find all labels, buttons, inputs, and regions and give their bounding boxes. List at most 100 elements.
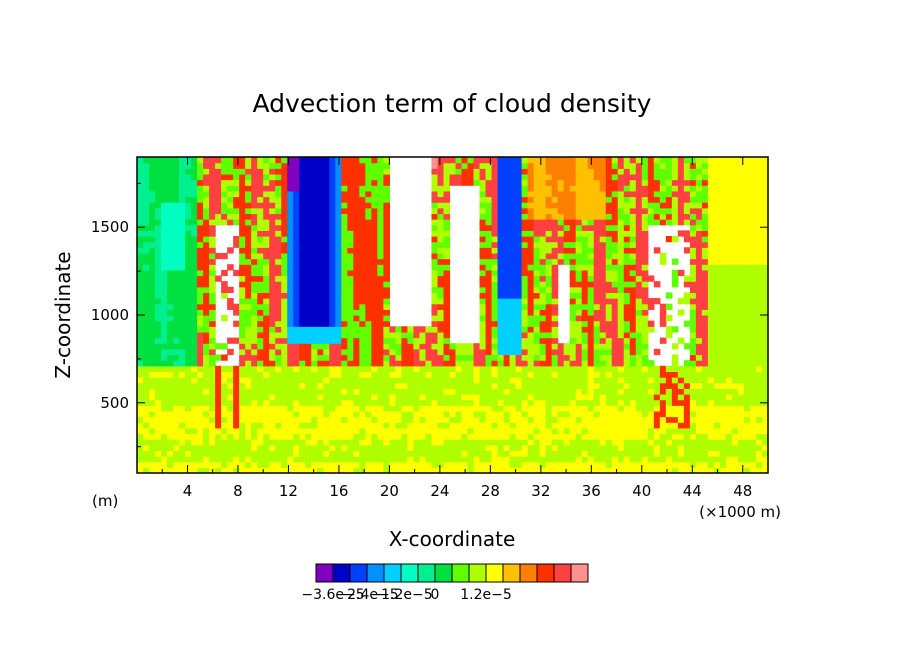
heatmap-cell xyxy=(221,433,228,440)
heatmap-cell xyxy=(419,354,427,361)
heatmap-cell xyxy=(323,207,330,215)
heatmap-cell xyxy=(377,185,384,192)
heatmap-cell xyxy=(443,360,451,367)
heatmap-cell xyxy=(491,326,499,333)
heatmap-cell xyxy=(227,337,234,344)
heatmap-cell xyxy=(371,456,378,463)
heatmap-cell xyxy=(209,168,216,175)
heatmap-cell xyxy=(395,365,403,373)
heatmap-cell xyxy=(701,298,709,305)
heatmap-cell xyxy=(527,422,535,429)
heatmap-cell xyxy=(473,348,481,356)
heatmap-cell xyxy=(209,185,216,192)
heatmap-cell xyxy=(317,360,324,367)
heatmap-cell xyxy=(263,219,270,226)
heatmap-cell xyxy=(293,388,300,395)
heatmap-cell xyxy=(479,179,487,186)
heatmap-cell xyxy=(185,292,192,299)
heatmap-cell xyxy=(275,360,282,367)
heatmap-cell xyxy=(455,450,463,457)
heatmap-cell xyxy=(227,286,234,294)
heatmap-cell xyxy=(191,303,198,310)
heatmap-cell xyxy=(479,219,487,226)
heatmap-cell xyxy=(263,326,270,333)
heatmap-cell xyxy=(323,275,330,282)
heatmap-cell xyxy=(707,388,715,395)
heatmap-cell xyxy=(197,168,204,175)
heatmap-cell xyxy=(695,439,703,446)
heatmap-cell xyxy=(677,410,685,418)
heatmap-cell xyxy=(683,450,691,457)
heatmap-cell xyxy=(731,450,739,457)
heatmap-cell xyxy=(239,264,246,271)
heatmap-cell xyxy=(587,337,595,344)
heatmap-cell xyxy=(599,320,607,327)
heatmap-cell xyxy=(617,247,625,254)
heatmap-cell xyxy=(497,303,505,310)
heatmap-cell xyxy=(683,236,691,243)
heatmap-cell xyxy=(707,365,715,373)
heatmap-cell xyxy=(665,405,673,412)
heatmap-cell xyxy=(299,360,306,367)
heatmap-cell xyxy=(341,219,348,226)
heatmap-cell xyxy=(605,320,613,327)
heatmap-cell xyxy=(173,377,180,384)
heatmap-cell xyxy=(287,247,294,254)
heatmap-cell xyxy=(521,213,529,220)
heatmap-cell xyxy=(161,196,168,203)
heatmap-cell xyxy=(269,173,276,181)
heatmap-cell xyxy=(713,303,721,310)
heatmap-cell xyxy=(251,219,258,226)
heatmap-cell xyxy=(689,405,697,412)
heatmap-cell xyxy=(551,286,559,294)
heatmap-cell xyxy=(371,303,378,310)
heatmap-cell xyxy=(683,439,691,446)
heatmap-cell xyxy=(179,354,186,361)
heatmap-cell xyxy=(461,410,469,418)
heatmap-cell xyxy=(695,326,703,333)
heatmap-cell xyxy=(431,157,439,164)
heatmap-cell xyxy=(383,190,390,198)
heatmap-cell xyxy=(695,264,703,271)
heatmap-cell xyxy=(335,331,342,339)
heatmap-cell xyxy=(491,315,499,322)
heatmap-cell xyxy=(713,371,721,378)
heatmap-cell xyxy=(311,461,318,468)
heatmap-cell xyxy=(365,348,372,356)
heatmap-cell xyxy=(533,388,541,395)
heatmap-cell xyxy=(509,298,517,305)
heatmap-cell xyxy=(281,410,288,418)
heatmap-cell xyxy=(161,467,168,473)
heatmap-cell xyxy=(707,427,715,435)
heatmap-cell xyxy=(503,467,511,473)
heatmap-cell xyxy=(551,247,559,254)
heatmap-cell xyxy=(377,354,384,361)
heatmap-cell xyxy=(719,377,727,384)
heatmap-cell xyxy=(287,422,294,429)
heatmap-cell xyxy=(629,247,637,254)
heatmap-cell xyxy=(455,343,463,350)
heatmap-cell xyxy=(635,196,643,203)
heatmap-cell xyxy=(287,185,294,192)
heatmap-cell xyxy=(305,365,312,373)
heatmap-cell xyxy=(479,467,487,473)
heatmap-cell xyxy=(251,360,258,367)
heatmap-cell xyxy=(443,264,451,271)
heatmap-cell xyxy=(599,258,607,265)
heatmap-cell xyxy=(257,202,264,209)
heatmap-cell xyxy=(185,202,192,209)
heatmap-cell xyxy=(329,461,336,468)
heatmap-cell xyxy=(449,399,457,406)
heatmap-cell xyxy=(539,213,547,220)
heatmap-cell xyxy=(575,388,583,395)
heatmap-cell xyxy=(689,219,697,226)
heatmap-cell xyxy=(287,354,294,361)
heatmap-cell xyxy=(641,258,649,265)
heatmap-cell xyxy=(209,213,216,220)
heatmap-cell xyxy=(353,224,360,231)
heatmap-cell xyxy=(587,224,595,231)
heatmap-cell xyxy=(221,292,228,299)
heatmap-cell xyxy=(497,281,505,288)
heatmap-cell xyxy=(533,422,541,429)
heatmap-cell xyxy=(263,439,270,446)
